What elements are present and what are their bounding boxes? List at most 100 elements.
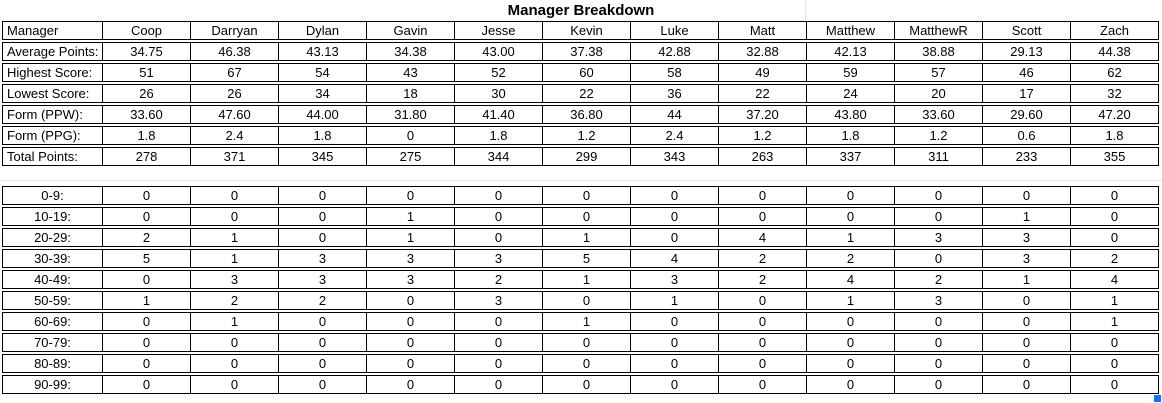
value-cell[interactable]: 0 <box>103 186 191 205</box>
value-cell[interactable]: 0 <box>191 375 279 394</box>
value-cell[interactable]: 0 <box>631 333 719 352</box>
value-cell[interactable]: 2 <box>455 270 543 289</box>
value-cell[interactable]: 1.8 <box>455 126 543 145</box>
row-label-cell[interactable]: Lowest Score: <box>2 84 103 103</box>
value-cell[interactable]: 0 <box>543 333 631 352</box>
value-cell[interactable]: 33.60 <box>103 105 191 124</box>
value-cell[interactable]: 0 <box>279 186 367 205</box>
value-cell[interactable]: 0 <box>103 270 191 289</box>
value-cell[interactable]: 1 <box>1071 312 1159 331</box>
value-cell[interactable]: 0 <box>895 354 983 373</box>
value-cell[interactable]: 0 <box>455 186 543 205</box>
value-cell[interactable]: 0 <box>367 312 455 331</box>
value-cell[interactable]: 2 <box>895 270 983 289</box>
value-cell[interactable]: 0 <box>1071 207 1159 226</box>
value-cell[interactable]: 3 <box>983 228 1071 247</box>
value-cell[interactable]: 0 <box>631 186 719 205</box>
value-cell[interactable]: 0 <box>807 354 895 373</box>
value-cell[interactable]: 30 <box>455 84 543 103</box>
value-cell[interactable]: 4 <box>631 249 719 268</box>
value-cell[interactable]: 345 <box>279 147 367 166</box>
value-cell[interactable]: 4 <box>719 228 807 247</box>
value-cell[interactable]: 3 <box>895 291 983 310</box>
value-cell[interactable]: 0 <box>719 333 807 352</box>
row-label-cell[interactable]: 40-49: <box>2 270 103 289</box>
value-cell[interactable]: 3 <box>279 249 367 268</box>
value-cell[interactable]: 2.4 <box>191 126 279 145</box>
value-cell[interactable]: 337 <box>807 147 895 166</box>
value-cell[interactable]: 0 <box>191 207 279 226</box>
value-cell[interactable]: 0 <box>631 354 719 373</box>
row-label-cell[interactable]: 90-99: <box>2 375 103 394</box>
value-cell[interactable]: 0 <box>543 375 631 394</box>
row-label-cell[interactable]: 0-9: <box>2 186 103 205</box>
value-cell[interactable]: 24 <box>807 84 895 103</box>
value-cell[interactable]: 1 <box>103 291 191 310</box>
value-cell[interactable]: 0 <box>895 312 983 331</box>
value-cell[interactable]: 0 <box>719 375 807 394</box>
value-cell[interactable]: 0 <box>983 375 1071 394</box>
row-label-cell[interactable]: Form (PPW): <box>2 105 103 124</box>
value-cell[interactable]: 0 <box>807 333 895 352</box>
value-cell[interactable]: 0 <box>191 186 279 205</box>
value-cell[interactable]: 33.60 <box>895 105 983 124</box>
value-cell[interactable]: 1 <box>543 270 631 289</box>
row-label-cell[interactable]: Form (PPG): <box>2 126 103 145</box>
value-cell[interactable]: 0 <box>895 333 983 352</box>
value-cell[interactable]: 0 <box>807 375 895 394</box>
value-cell[interactable]: 0 <box>719 354 807 373</box>
value-cell[interactable]: 4 <box>1071 270 1159 289</box>
value-cell[interactable]: 233 <box>983 147 1071 166</box>
value-cell[interactable]: 0 <box>279 375 367 394</box>
value-cell[interactable]: 59 <box>807 63 895 82</box>
value-cell[interactable]: 0 <box>191 354 279 373</box>
value-cell[interactable]: 36 <box>631 84 719 103</box>
value-cell[interactable]: 1.8 <box>103 126 191 145</box>
value-cell[interactable]: 1 <box>807 228 895 247</box>
value-cell[interactable]: 263 <box>719 147 807 166</box>
value-cell[interactable]: 0 <box>543 354 631 373</box>
value-cell[interactable]: 0 <box>1071 354 1159 373</box>
row-label-cell[interactable]: Average Points: <box>2 42 103 61</box>
value-cell[interactable]: 344 <box>455 147 543 166</box>
value-cell[interactable]: 0 <box>103 207 191 226</box>
value-cell[interactable]: 1 <box>983 207 1071 226</box>
value-cell[interactable]: 0 <box>719 291 807 310</box>
value-cell[interactable]: 0 <box>279 333 367 352</box>
value-cell[interactable]: 0 <box>455 354 543 373</box>
value-cell[interactable]: 44.38 <box>1071 42 1159 61</box>
value-cell[interactable]: 43.00 <box>455 42 543 61</box>
value-cell[interactable]: 2 <box>1071 249 1159 268</box>
value-cell[interactable]: 275 <box>367 147 455 166</box>
value-cell[interactable]: 52 <box>455 63 543 82</box>
value-cell[interactable]: 1 <box>367 228 455 247</box>
value-cell[interactable]: 32 <box>1071 84 1159 103</box>
value-cell[interactable]: 0 <box>455 312 543 331</box>
manager-header-cell[interactable]: Dylan <box>279 21 367 40</box>
value-cell[interactable]: 0 <box>103 333 191 352</box>
value-cell[interactable]: 18 <box>367 84 455 103</box>
value-cell[interactable]: 1 <box>983 270 1071 289</box>
value-cell[interactable]: 22 <box>543 84 631 103</box>
value-cell[interactable]: 3 <box>455 249 543 268</box>
value-cell[interactable]: 355 <box>1071 147 1159 166</box>
value-cell[interactable]: 1 <box>191 228 279 247</box>
value-cell[interactable]: 47.20 <box>1071 105 1159 124</box>
value-cell[interactable]: 0 <box>631 375 719 394</box>
value-cell[interactable]: 0 <box>367 354 455 373</box>
manager-header-cell[interactable]: Luke <box>631 21 719 40</box>
value-cell[interactable]: 37.20 <box>719 105 807 124</box>
value-cell[interactable]: 0 <box>983 291 1071 310</box>
manager-header-cell[interactable]: Matthew <box>807 21 895 40</box>
row-label-cell[interactable]: 20-29: <box>2 228 103 247</box>
value-cell[interactable]: 3 <box>367 270 455 289</box>
value-cell[interactable]: 1.2 <box>719 126 807 145</box>
value-cell[interactable]: 34.75 <box>103 42 191 61</box>
value-cell[interactable]: 0 <box>983 312 1071 331</box>
value-cell[interactable]: 0 <box>895 249 983 268</box>
value-cell[interactable]: 3 <box>455 291 543 310</box>
value-cell[interactable]: 0 <box>1071 228 1159 247</box>
value-cell[interactable]: 57 <box>895 63 983 82</box>
value-cell[interactable]: 0 <box>543 186 631 205</box>
manager-header-cell[interactable]: Scott <box>983 21 1071 40</box>
